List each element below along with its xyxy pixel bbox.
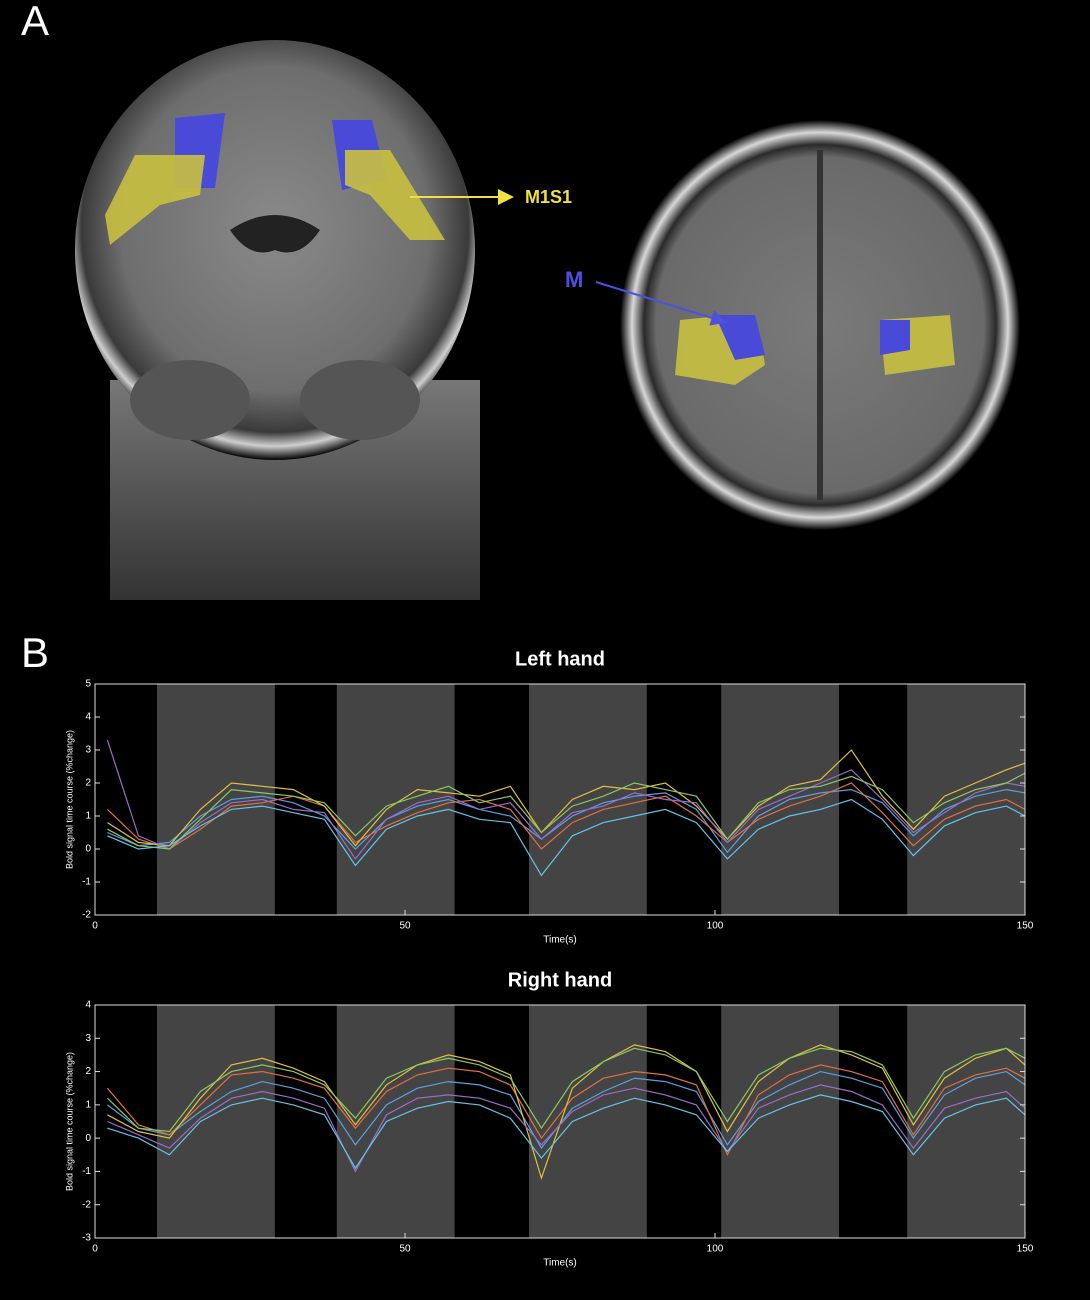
- y-tick-label: 0: [85, 844, 91, 855]
- x-axis-label: Time(s): [543, 935, 577, 946]
- task-block: [157, 684, 275, 915]
- series-line: [107, 1094, 1026, 1170]
- chart-title: Right hand: [508, 969, 612, 991]
- panel-label: B: [21, 629, 49, 676]
- x-tick-label: 100: [707, 1244, 724, 1255]
- y-axis-label: Bold signal time course (%change): [64, 730, 74, 869]
- y-tick-label: -2: [82, 1199, 91, 1210]
- task-block: [721, 1005, 839, 1238]
- series-line: [106, 739, 1026, 860]
- y-tick-label: -1: [82, 1166, 91, 1177]
- series-line: [107, 1070, 1026, 1150]
- y-tick-label: -2: [82, 910, 91, 921]
- y-tick-label: 0: [85, 1133, 91, 1144]
- series-line: [107, 788, 1026, 854]
- series-line: [106, 782, 1026, 850]
- panel-a-images: [75, 40, 1020, 600]
- y-tick-label: 3: [85, 745, 91, 756]
- series-line: [107, 798, 1026, 877]
- y-tick-label: 2: [85, 778, 91, 789]
- series-line: [106, 1064, 1026, 1157]
- x-tick-label: 50: [399, 1244, 411, 1255]
- series-line: [107, 1044, 1026, 1181]
- y-tick-label: 3: [85, 1033, 91, 1044]
- x-tick-label: 150: [1017, 921, 1034, 932]
- task-block: [336, 1005, 455, 1238]
- x-axis-label: Time(s): [543, 1258, 577, 1269]
- task-block: [157, 1005, 275, 1238]
- x-tick-label: 0: [92, 921, 98, 932]
- y-tick-label: -1: [82, 877, 91, 888]
- y-tick-label: 5: [85, 679, 91, 690]
- x-tick-label: 100: [707, 921, 724, 932]
- y-tick-label: -3: [82, 1233, 91, 1244]
- y-tick-label: 1: [85, 811, 91, 822]
- y-axis-label: Bold signal time course (%change): [64, 1052, 74, 1191]
- x-tick-label: 0: [92, 1244, 98, 1255]
- task-block: [529, 1005, 647, 1238]
- series-line: [107, 749, 1026, 847]
- task-block: [529, 684, 647, 915]
- task-block: [721, 684, 839, 915]
- task-block: [907, 1005, 1025, 1238]
- annotation: M: [565, 267, 583, 292]
- y-tick-label: 4: [85, 712, 91, 723]
- series-line: [107, 1084, 1026, 1173]
- y-tick-label: 2: [85, 1066, 91, 1077]
- panel-label: A: [21, 0, 49, 44]
- plot-frame: [94, 1004, 1026, 1239]
- y-tick-label: 4: [85, 1000, 91, 1011]
- y-tick-label: 1: [85, 1099, 91, 1110]
- x-tick-label: 150: [1017, 1244, 1034, 1255]
- plot-frame: [94, 683, 1026, 916]
- series-line: [107, 772, 1026, 850]
- series-line: [106, 1047, 1026, 1133]
- task-block: [336, 684, 455, 915]
- annotation: M1S1: [525, 187, 572, 207]
- chart-title: Left hand: [515, 648, 605, 670]
- x-tick-label: 50: [399, 921, 411, 932]
